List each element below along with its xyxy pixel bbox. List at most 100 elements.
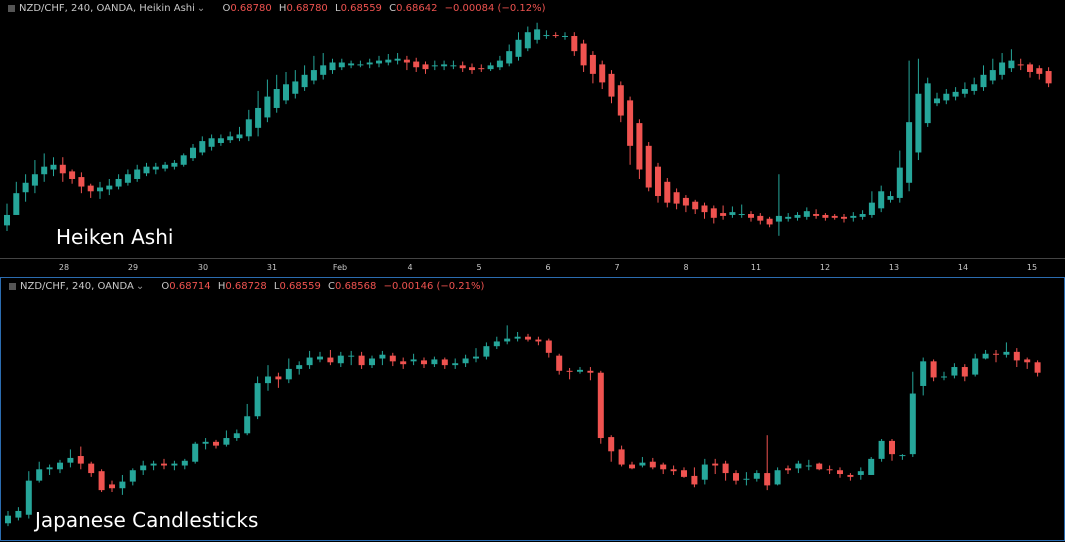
candle-body [655,166,661,197]
candle-body [847,474,854,477]
candle-body [487,65,494,70]
candle-body [889,440,895,455]
open-value: 0.68714 [169,281,211,292]
candle-body [764,473,771,486]
candle-body [217,138,224,143]
close-value: 0.68642 [396,3,438,14]
candle-body [608,73,615,97]
candle-body [348,63,355,66]
candle-body [785,216,792,219]
candle-body [283,84,289,101]
candle-body [535,339,542,342]
candle-body [571,35,578,52]
candle-body [562,35,568,37]
candle-body [1008,60,1015,69]
candle-body [459,65,466,69]
candle-body [748,214,754,218]
candle-body [826,469,833,471]
chevron-down-icon[interactable]: ⌄ [135,281,145,292]
close-label: C [328,281,336,292]
candle-body [441,64,448,67]
candle-body [710,208,717,218]
candle-body [180,155,187,165]
candle-body [1013,351,1020,361]
x-tick-label: 13 [888,263,900,272]
candle-body [421,360,427,365]
candle-body [431,65,438,67]
candle-body [357,64,364,66]
candle-body [618,449,625,465]
x-tick-label: 12 [819,263,831,272]
chevron-down-icon[interactable]: ⌄ [196,3,206,14]
candle-body [857,471,864,475]
heiken-ashi-caption: Heiken Ashi [56,225,174,249]
candle-body [57,462,63,470]
candle-body [515,39,522,57]
candle-body [580,43,587,66]
candle-body [327,357,334,363]
candle-body [236,134,243,139]
high-value: 0.68780 [286,3,328,14]
candle-body [813,214,820,216]
time-axis[interactable]: 28 29 30 31 Feb 4 5 6 7 8 11 12 13 14 15 [0,258,1065,277]
japanese-candlesticks-caption: Japanese Candlesticks [35,508,259,532]
candle-body [757,215,764,221]
candle-body [899,455,906,457]
candle-body [627,100,634,146]
heikin-ashi-pane[interactable]: NZD/CHF, 240, OANDA, Heikin Ashi ⌄ O0.687… [0,0,1065,258]
high-label: H [217,281,226,292]
candle-body [868,202,875,215]
candle-body [961,367,968,377]
candle-body [255,107,262,128]
x-tick-label: 29 [127,263,139,272]
low-value: 0.68559 [279,281,321,292]
candle-body [597,372,604,439]
candle-body [941,376,947,378]
x-tick-label: 28 [58,263,70,272]
candlestick-pane[interactable]: NZD/CHF, 240, OANDA ⌄ O0.68714 H0.68728 L… [0,277,1065,541]
candlestick-legend: NZD/CHF, 240, OANDA ⌄ O0.68714 H0.68728 L… [9,281,488,292]
candle-body [878,440,885,459]
candle-body [1045,71,1052,84]
change-value: −0.00084 (−0.12%) [444,3,546,14]
candle-body [639,462,646,466]
candle-body [722,463,729,474]
candle-body [115,178,122,187]
candle-body [909,393,916,455]
candle-body [738,214,745,216]
candle-body [993,353,999,355]
symbol-label[interactable]: NZD/CHF, 240, OANDA, Heikin Ashi [19,3,195,14]
candle-body [192,443,199,462]
candle-body [660,464,667,470]
candle-body [310,70,317,81]
candle-body [320,65,327,75]
candle-body [4,214,10,226]
candle-body [589,54,596,74]
collapse-icon[interactable] [8,5,15,12]
collapse-icon[interactable] [9,283,16,290]
candle-body [389,355,396,362]
candle-body [859,214,866,217]
candle-body [982,353,989,359]
candle-body [785,468,791,471]
candle-body [524,32,531,49]
candle-body [150,463,157,466]
candle-body [943,93,950,101]
symbol-label[interactable]: NZD/CHF, 240, OANDA [20,281,134,292]
candle-body [233,433,240,439]
candle-body [999,62,1006,75]
candle-body [422,64,429,70]
candle-body [98,471,105,491]
candle-body [13,193,20,215]
candle-body [119,481,126,489]
candle-body [701,205,708,213]
candle-body [743,478,750,480]
x-tick-label: Feb [332,263,348,272]
candle-body [208,138,215,147]
candle-body [691,475,698,485]
x-tick-label: 7 [614,263,620,272]
candle-body [273,89,280,108]
candle-body [181,460,188,466]
candle-body [681,470,687,477]
heikin-ashi-candles [4,22,1052,236]
